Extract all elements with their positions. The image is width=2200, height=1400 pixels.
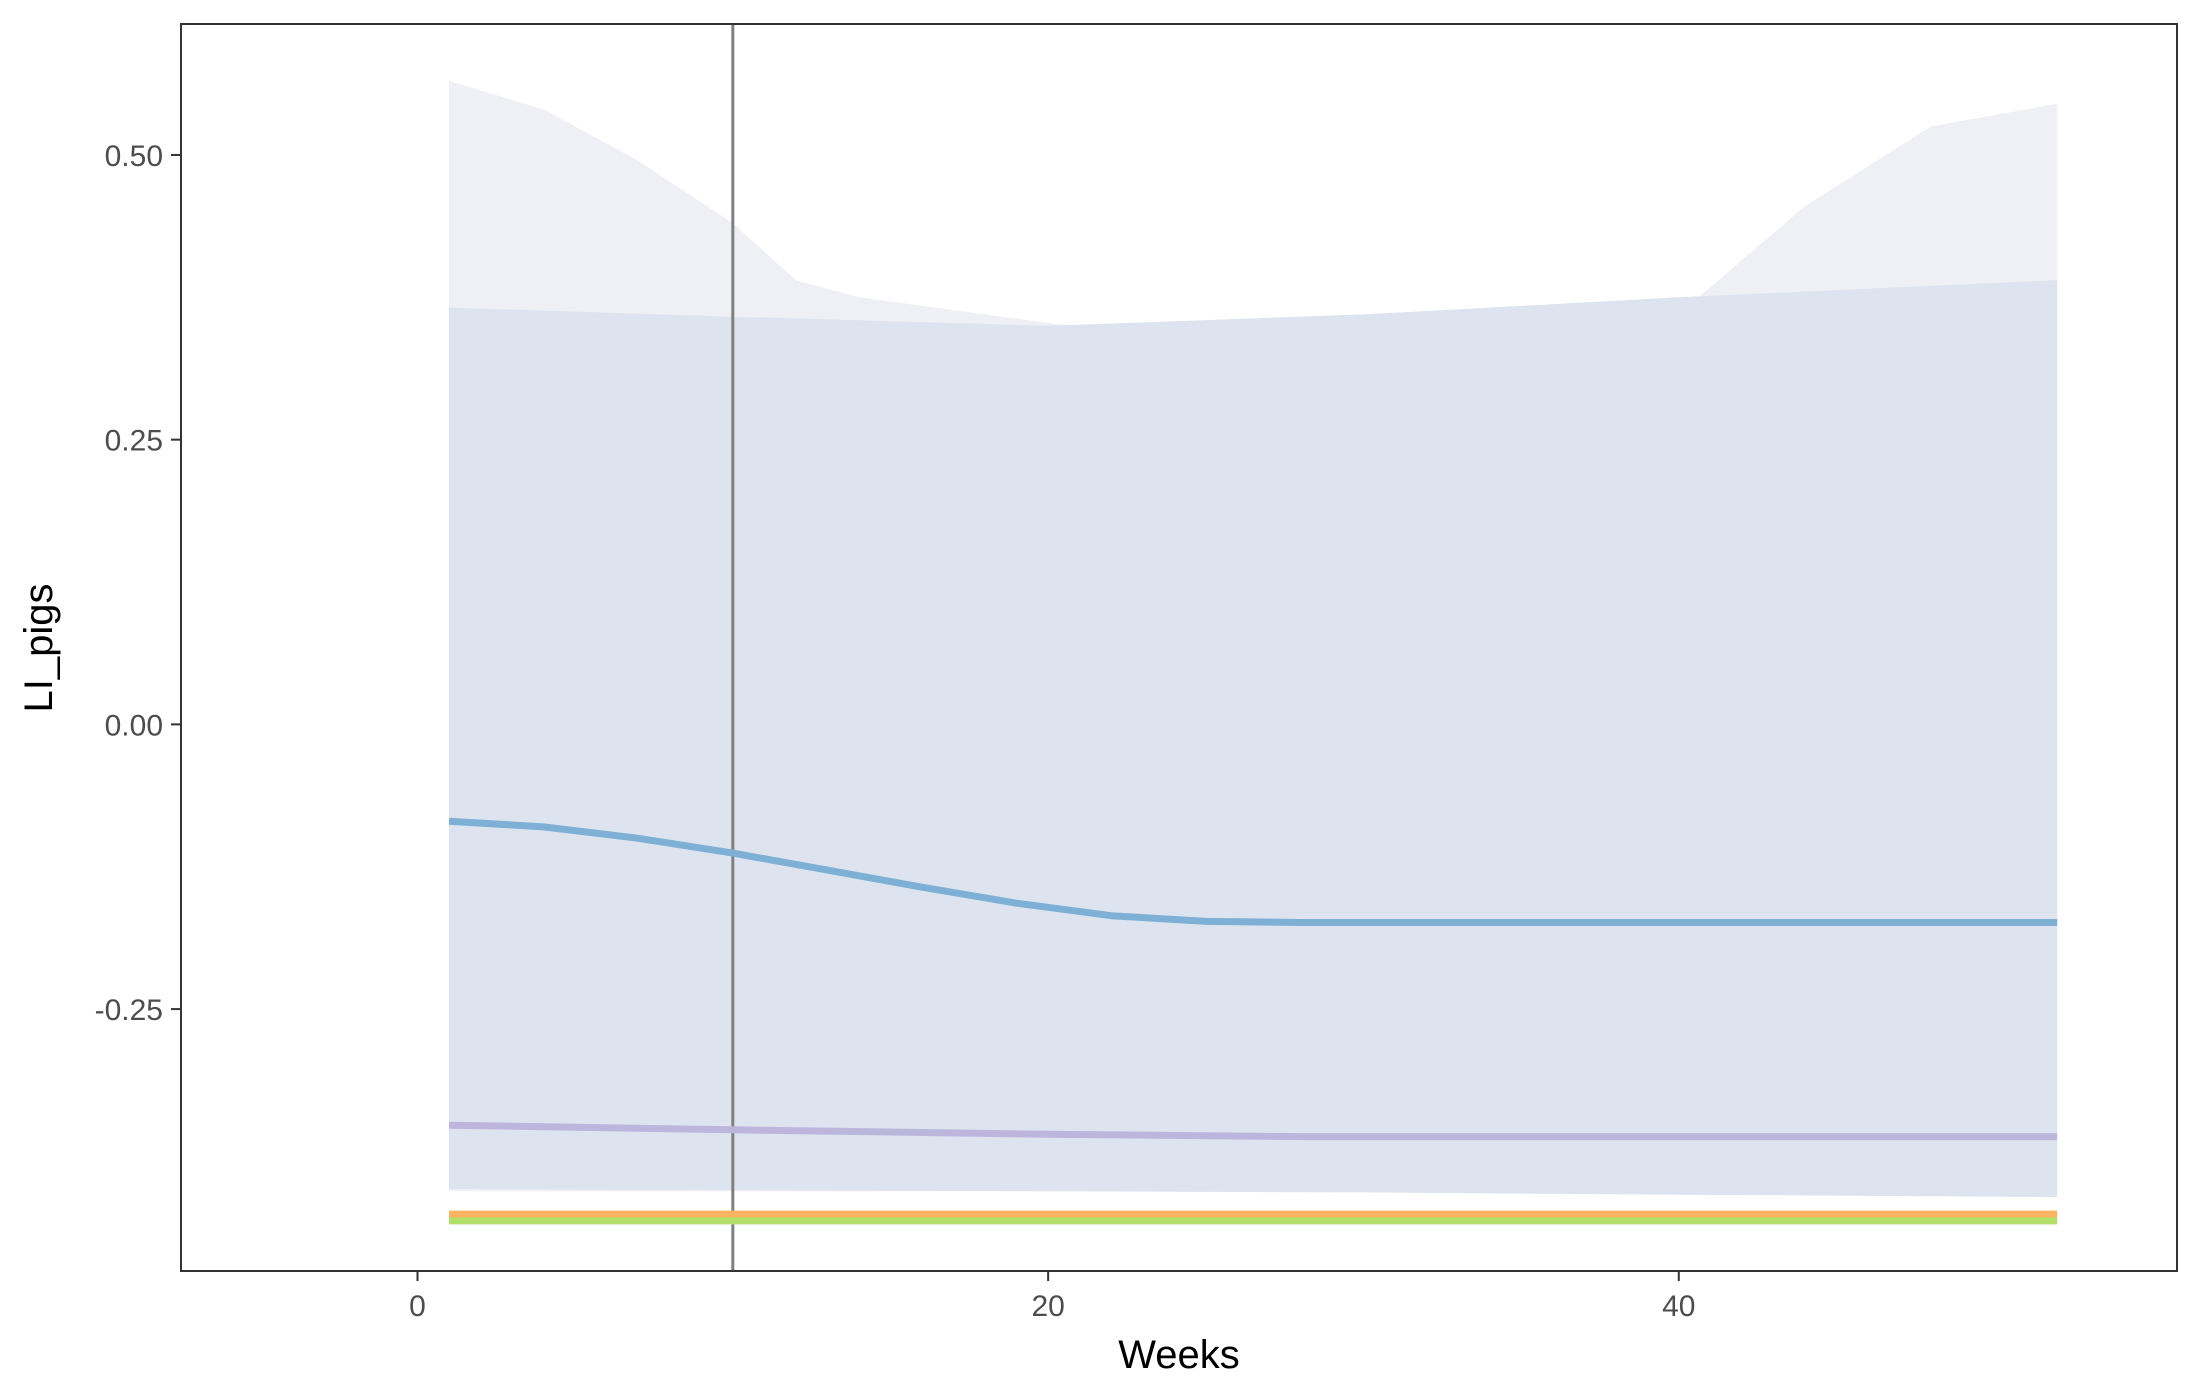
plot-border bbox=[180, 23, 2178, 1272]
series-line-2 bbox=[448, 1121, 2058, 1141]
y-tick-label: 0.00 bbox=[105, 709, 163, 742]
x-tick-label: 0 bbox=[409, 1290, 426, 1323]
x-tick-label: 20 bbox=[1031, 1290, 1064, 1323]
y-axis-title: LI_pigs bbox=[17, 584, 61, 713]
series-line-1 bbox=[448, 817, 2058, 926]
x-tick-label: 40 bbox=[1662, 1290, 1695, 1323]
x-axis-title: Weeks bbox=[1118, 1333, 1240, 1377]
confidence-ribbons bbox=[449, 80, 2058, 1197]
y-tick-label: 0.25 bbox=[105, 425, 163, 458]
y-tick-label: -0.25 bbox=[95, 994, 163, 1027]
y-axis: -0.25 0.00 0.25 0.50 bbox=[95, 140, 181, 1027]
y-tick-label: 0.50 bbox=[105, 140, 163, 173]
series-lines bbox=[448, 817, 2058, 1225]
ribbon-2 bbox=[449, 280, 2058, 1197]
x-axis: 0 20 40 bbox=[409, 1271, 1695, 1323]
